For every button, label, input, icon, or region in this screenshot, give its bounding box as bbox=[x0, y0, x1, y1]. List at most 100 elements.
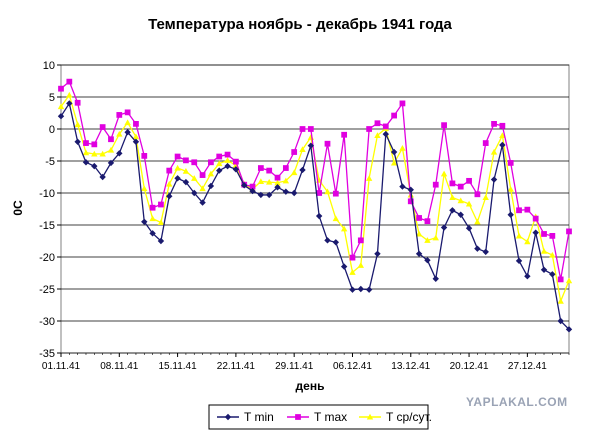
data-point bbox=[524, 238, 531, 245]
data-point bbox=[357, 262, 365, 268]
data-point bbox=[549, 251, 556, 258]
data-point bbox=[415, 230, 423, 237]
data-point bbox=[549, 233, 556, 239]
data-point bbox=[324, 237, 331, 244]
legend-swatch-marker bbox=[295, 414, 301, 420]
data-point bbox=[499, 132, 506, 138]
data-point bbox=[166, 167, 173, 174]
data-point bbox=[457, 197, 464, 204]
data-point bbox=[424, 257, 431, 264]
data-point bbox=[107, 146, 115, 153]
y-axis-title: 0С bbox=[11, 200, 25, 216]
data-point bbox=[374, 120, 381, 127]
data-point bbox=[149, 204, 156, 211]
x-tick-label: 06.12.41 bbox=[333, 361, 372, 372]
data-point bbox=[482, 140, 489, 146]
data-point bbox=[208, 159, 214, 166]
data-point bbox=[257, 191, 265, 199]
data-point bbox=[282, 177, 290, 184]
data-point bbox=[166, 180, 173, 187]
data-point bbox=[465, 200, 473, 207]
data-point bbox=[474, 245, 481, 252]
data-point bbox=[490, 176, 498, 183]
data-point bbox=[266, 167, 273, 174]
data-point bbox=[557, 317, 564, 325]
x-tick-label: 13.12.41 bbox=[391, 361, 430, 372]
series-t bbox=[57, 91, 573, 304]
data-point bbox=[83, 140, 89, 146]
data-point bbox=[141, 153, 148, 159]
data-point bbox=[241, 182, 248, 189]
data-point bbox=[174, 153, 181, 160]
data-point bbox=[449, 207, 456, 214]
data-point bbox=[390, 148, 398, 156]
watermark-logo: YAPLAKAL.COM bbox=[466, 395, 568, 409]
data-point bbox=[191, 159, 198, 166]
data-point bbox=[224, 151, 231, 158]
data-point bbox=[407, 186, 414, 193]
data-point bbox=[182, 168, 190, 174]
data-point bbox=[299, 166, 306, 174]
data-point bbox=[265, 191, 273, 199]
data-point bbox=[565, 277, 573, 284]
data-point bbox=[365, 286, 373, 293]
data-point bbox=[149, 215, 156, 222]
y-tick-label: 5 bbox=[49, 92, 55, 104]
data-point bbox=[216, 167, 223, 174]
data-point bbox=[124, 129, 131, 136]
data-point bbox=[299, 146, 306, 153]
data-point bbox=[199, 199, 206, 206]
data-point bbox=[282, 165, 289, 171]
y-tick-label: 0 bbox=[49, 124, 55, 136]
y-tick-label: -15 bbox=[39, 220, 55, 232]
data-point bbox=[274, 179, 281, 186]
data-point bbox=[516, 207, 522, 214]
data-point bbox=[132, 133, 140, 140]
data-point bbox=[224, 157, 231, 163]
data-point bbox=[424, 237, 431, 243]
data-point bbox=[207, 182, 215, 190]
data-point bbox=[324, 188, 331, 195]
data-point bbox=[466, 177, 472, 184]
data-point bbox=[457, 211, 464, 218]
data-point bbox=[224, 162, 231, 170]
data-point bbox=[58, 85, 64, 92]
data-point bbox=[316, 190, 323, 196]
data-point bbox=[307, 126, 314, 132]
data-point bbox=[315, 212, 323, 220]
data-point bbox=[116, 112, 123, 118]
legend-swatch-marker bbox=[366, 413, 374, 420]
data-point bbox=[366, 126, 373, 132]
data-point bbox=[274, 174, 281, 181]
data-point bbox=[174, 164, 181, 171]
data-point bbox=[124, 119, 131, 126]
data-point bbox=[290, 189, 298, 197]
data-point bbox=[107, 159, 115, 167]
data-point bbox=[382, 130, 389, 138]
data-point bbox=[341, 131, 348, 138]
data-point bbox=[249, 183, 256, 190]
data-point bbox=[474, 218, 481, 225]
data-point bbox=[540, 248, 548, 254]
legend: T min T max T ср/сут. bbox=[208, 404, 432, 430]
data-point bbox=[424, 218, 431, 225]
data-point bbox=[416, 215, 422, 221]
data-point bbox=[157, 237, 165, 245]
data-point bbox=[99, 150, 106, 157]
data-point bbox=[66, 100, 73, 107]
data-point bbox=[382, 123, 389, 130]
data-point bbox=[299, 126, 306, 132]
data-point bbox=[74, 99, 81, 106]
data-point bbox=[108, 136, 114, 143]
data-point bbox=[349, 254, 356, 261]
legend-label: T max bbox=[314, 410, 347, 424]
data-point bbox=[307, 142, 315, 149]
data-point bbox=[566, 228, 572, 235]
data-point bbox=[91, 150, 98, 157]
data-point bbox=[133, 121, 139, 127]
data-point bbox=[340, 225, 348, 232]
data-point bbox=[116, 130, 123, 137]
data-point bbox=[449, 180, 456, 187]
data-point bbox=[182, 178, 190, 186]
data-point bbox=[340, 263, 348, 270]
